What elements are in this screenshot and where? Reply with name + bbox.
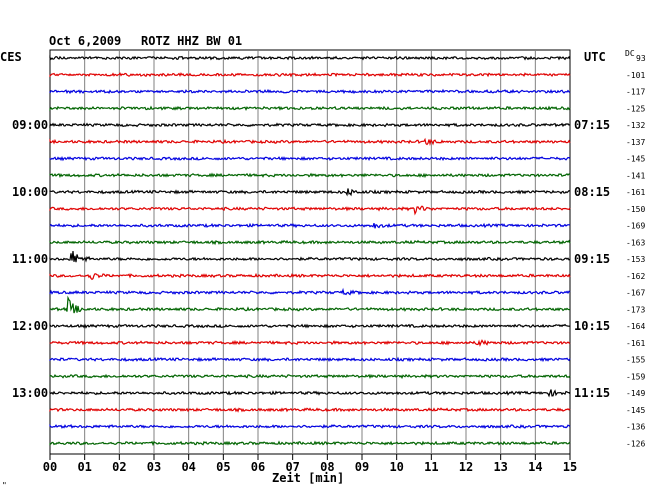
trace-line xyxy=(49,105,571,112)
trace-line xyxy=(49,239,571,246)
dc-offset-label: -163 xyxy=(626,238,645,247)
right-time-label: 08:15 xyxy=(574,185,610,199)
trace-line xyxy=(49,440,571,447)
x-tick-label: 14 xyxy=(528,460,542,474)
trace-line xyxy=(49,423,571,429)
dc-offset-label: -136 xyxy=(626,423,645,432)
x-tick-label: 10 xyxy=(389,460,403,474)
x-tick-label: 11 xyxy=(424,460,438,474)
dc-offset-label: -153 xyxy=(626,255,645,264)
trace-line xyxy=(49,356,571,363)
trace-line xyxy=(49,272,571,281)
x-tick-label: 04 xyxy=(181,460,195,474)
dc-offset-label: -167 xyxy=(626,289,645,298)
dc-offset-label: -145 xyxy=(626,406,645,415)
right-time-labels: 07:15 08:15 09:15 10:15 11:15 xyxy=(574,118,610,400)
dc-offset-label: -125 xyxy=(626,104,645,113)
corner-mark: " xyxy=(2,481,7,490)
dc-offset-label: -101 xyxy=(626,71,645,80)
trace-line xyxy=(49,407,571,413)
trace-line xyxy=(49,137,571,146)
dc-offset-labels: -101 -117 -125 -132 -137 -145 -141 -161 -150 -169… xyxy=(626,71,645,449)
trace-line xyxy=(49,295,571,314)
dc-offset-label: -155 xyxy=(626,356,645,365)
x-tick-label: 09 xyxy=(355,460,369,474)
dc-offset-label: -162 xyxy=(626,272,645,281)
dc-offset-label: -145 xyxy=(626,155,645,164)
plot-frame xyxy=(49,49,571,455)
trace-line xyxy=(49,373,571,380)
date-label: Oct 6,2009 xyxy=(49,34,121,48)
trace-line xyxy=(49,188,571,197)
dc-offset-label: -164 xyxy=(626,322,645,331)
trace-line xyxy=(49,222,571,229)
x-tick-label: 03 xyxy=(147,460,161,474)
trace-line xyxy=(49,55,571,61)
x-axis-ticks: 00 01 02 03 04 05 06 07 08 09 10 11 12 13 14 15 xyxy=(43,454,577,474)
left-time-label: 12:00 xyxy=(12,319,48,333)
dc-offset-label: -169 xyxy=(626,222,645,231)
x-tick-label: 07 xyxy=(285,460,299,474)
trace-line xyxy=(49,323,571,329)
left-time-label: 13:00 xyxy=(12,386,48,400)
right-time-label: 09:15 xyxy=(574,252,610,266)
left-zone-label: CES xyxy=(0,50,22,64)
trace-line xyxy=(49,389,571,398)
x-tick-label: 06 xyxy=(251,460,265,474)
dc-offset-label: -161 xyxy=(626,188,645,197)
trace-line xyxy=(49,122,571,129)
dc-offset-label: -117 xyxy=(626,88,645,97)
x-tick-label: 08 xyxy=(320,460,334,474)
dc-offset-label: -141 xyxy=(626,171,645,180)
trace-line xyxy=(49,339,571,347)
x-tick-label: 00 xyxy=(43,460,57,474)
trace-line xyxy=(49,287,571,296)
x-axis-label: Zeit [min] xyxy=(272,471,344,485)
right-zone-label: UTC xyxy=(584,50,606,64)
x-tick-label: 12 xyxy=(459,460,473,474)
dc-label: DC xyxy=(625,49,635,58)
trace-line xyxy=(49,205,571,216)
left-time-label: 11:00 xyxy=(12,252,48,266)
x-tick-label: 01 xyxy=(77,460,91,474)
dc-first-value: 93 xyxy=(636,54,646,63)
trace-line xyxy=(49,155,571,162)
dc-offset-label: -159 xyxy=(626,372,645,381)
dc-offset-label: -137 xyxy=(626,138,645,147)
trace-line xyxy=(49,251,571,263)
left-time-label: 09:00 xyxy=(12,118,48,132)
left-time-labels: 09:00 10:00 11:00 12:00 13:00 xyxy=(12,118,48,400)
right-time-label: 07:15 xyxy=(574,118,610,132)
trace-line xyxy=(49,172,571,179)
dc-offset-label: -173 xyxy=(626,305,645,314)
x-tick-label: 13 xyxy=(493,460,507,474)
x-tick-label: 15 xyxy=(563,460,577,474)
x-tick-label: 02 xyxy=(112,460,126,474)
trace-lines xyxy=(49,55,571,447)
dc-offset-label: -126 xyxy=(626,439,645,448)
dc-offset-label: -150 xyxy=(626,205,645,214)
trace-line xyxy=(49,72,571,78)
dc-offset-label: -132 xyxy=(626,121,645,130)
right-time-label: 11:15 xyxy=(574,386,610,400)
trace-line xyxy=(49,88,571,95)
station-label: ROTZ HHZ BW 01 xyxy=(141,34,242,48)
dc-offset-label: -149 xyxy=(626,389,645,398)
x-tick-label: 05 xyxy=(216,460,230,474)
dc-offset-label: -161 xyxy=(626,339,645,348)
minute-grid xyxy=(84,50,536,454)
left-time-label: 10:00 xyxy=(12,185,48,199)
right-time-label: 10:15 xyxy=(574,319,610,333)
